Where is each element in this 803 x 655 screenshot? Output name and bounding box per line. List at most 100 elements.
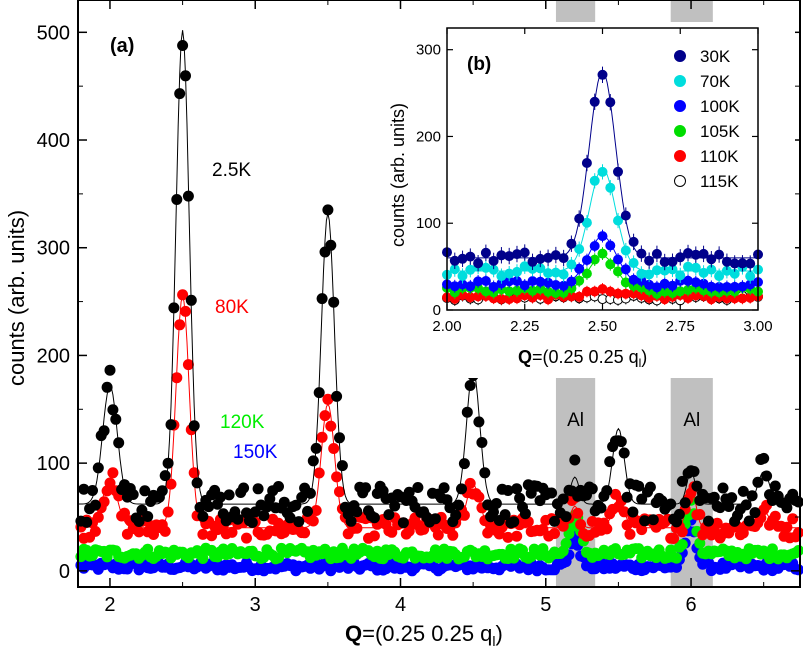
inset-legend-label: 30K [700, 47, 731, 66]
data-point [162, 506, 174, 518]
inset-series-100k [442, 229, 763, 294]
x-tick-label: 4 [395, 594, 406, 616]
data-point [232, 513, 244, 525]
data-point [101, 381, 113, 393]
data-point [743, 515, 755, 527]
data-point [92, 462, 104, 474]
inset-y-axis-label: counts (arb. units) [388, 103, 408, 247]
inset-data-point [605, 97, 616, 108]
data-point [668, 533, 680, 544]
data-point [368, 512, 380, 524]
data-point [197, 528, 209, 540]
inset-data-point [597, 69, 608, 80]
inset-data-point [651, 248, 662, 259]
data-point [304, 487, 316, 499]
data-point [397, 517, 409, 529]
data-point [316, 431, 328, 443]
data-point [197, 553, 209, 564]
series-label-2p5k: 2.5K [212, 160, 251, 181]
data-point [171, 372, 183, 384]
data-point [383, 509, 395, 521]
data-point [688, 466, 700, 477]
data-point [737, 485, 749, 497]
inset-x-tick-label: 2.25 [510, 318, 539, 335]
data-point [627, 506, 639, 518]
data-point [502, 485, 514, 496]
data-point [673, 508, 685, 520]
data-point [604, 456, 616, 468]
inset-data-point [620, 264, 631, 275]
inset-data-point [613, 254, 623, 265]
data-point [89, 525, 101, 537]
data-point [168, 302, 180, 314]
data-point [351, 506, 363, 518]
inset-x-axis-label-close: ) [641, 347, 647, 367]
inset-data-point [690, 262, 701, 273]
series-label-80k: 80K [215, 297, 249, 318]
data-point [162, 457, 174, 469]
data-point [313, 467, 325, 479]
data-point [78, 483, 90, 495]
inset-data-point [589, 96, 600, 107]
data-point [490, 498, 502, 509]
data-point [81, 516, 93, 528]
data-point [322, 393, 334, 405]
data-point [238, 482, 250, 494]
inset-data-point [558, 269, 569, 280]
data-point [334, 432, 345, 444]
data-point [636, 524, 648, 536]
inset-data-point [597, 166, 608, 177]
inset-data-point [480, 247, 491, 258]
x-tick-label: 6 [685, 594, 696, 616]
inset-data-point [457, 270, 468, 281]
inset-legend-label: 100K [700, 97, 740, 116]
data-point [188, 467, 200, 479]
data-point [278, 496, 290, 508]
inset-data-point [675, 252, 686, 263]
main-x-axis-label-sub: l [492, 633, 495, 649]
inset-panel-label: (b) [467, 54, 491, 75]
data-point [458, 458, 470, 470]
inset-legend-label: 110K [700, 147, 739, 166]
data-point [142, 511, 154, 522]
data-point [307, 455, 319, 467]
data-point [336, 460, 348, 472]
data-point [328, 296, 340, 308]
data-point [601, 523, 613, 535]
data-point [182, 190, 194, 202]
inset-data-point [473, 258, 484, 269]
inset-plot: 2.00 2.25 2.50 2.75 3.00 0 100 200 300 30K 70K 100… [370, 22, 795, 378]
inset-x-axis-label-rest: =(0.25 0.25 q [532, 347, 639, 367]
data-point [334, 486, 345, 498]
data-point [566, 521, 578, 533]
inset-data-point [581, 158, 592, 168]
inset-x-axis-label: Q=(0.25 0.25 ql) [518, 347, 647, 370]
data-point [223, 489, 235, 501]
inset-data-point [558, 253, 569, 264]
inset-data-point [605, 182, 616, 193]
series-label-120k: 120K [220, 412, 265, 433]
data-point [322, 204, 334, 216]
data-point [293, 516, 305, 528]
data-point [618, 447, 630, 459]
inset-legend-marker [674, 125, 686, 137]
data-point [133, 526, 145, 538]
inset-data-point [566, 276, 577, 287]
inset-data-point [465, 251, 476, 262]
data-point [473, 416, 485, 428]
main-x-axis-label-close: ) [496, 621, 503, 646]
y-tick-label: 100 [37, 453, 70, 475]
data-point [766, 543, 778, 555]
x-tick-label: 2 [104, 594, 115, 616]
inset-data-point [675, 270, 686, 281]
inset-data-point [620, 245, 631, 256]
data-point [473, 491, 485, 503]
data-point [703, 515, 714, 527]
inset-x-tick-label: 3.00 [743, 318, 772, 335]
fit-line-2p5k [77, 30, 800, 505]
data-point [185, 294, 197, 306]
x-tick-label: 3 [250, 594, 261, 616]
data-point [284, 512, 296, 524]
data-point [644, 481, 656, 493]
